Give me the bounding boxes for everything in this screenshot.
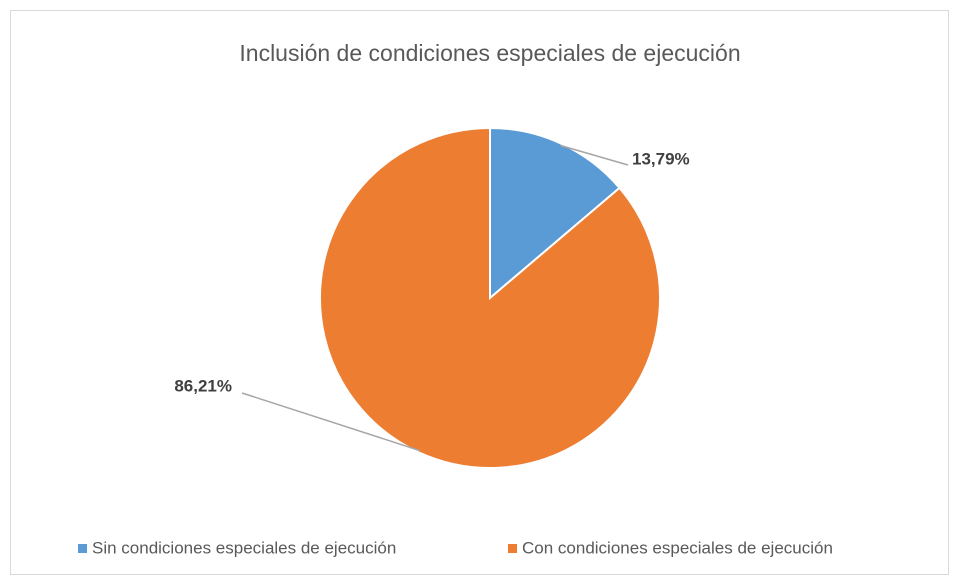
legend-swatch xyxy=(508,544,517,553)
data-label: 13,79% xyxy=(632,149,690,168)
leader-line xyxy=(241,392,420,452)
pie-slice xyxy=(489,126,621,301)
pie-slice xyxy=(319,126,661,469)
leader-line xyxy=(560,144,629,166)
legend-label: Sin condiciones especiales de ejecución xyxy=(92,538,396,557)
legend-label: Con condiciones especiales de ejecución xyxy=(522,538,833,557)
data-label: 86,21% xyxy=(174,376,232,395)
chart-title: Inclusión de condiciones especiales de e… xyxy=(239,40,740,66)
legend-swatch xyxy=(78,544,87,553)
